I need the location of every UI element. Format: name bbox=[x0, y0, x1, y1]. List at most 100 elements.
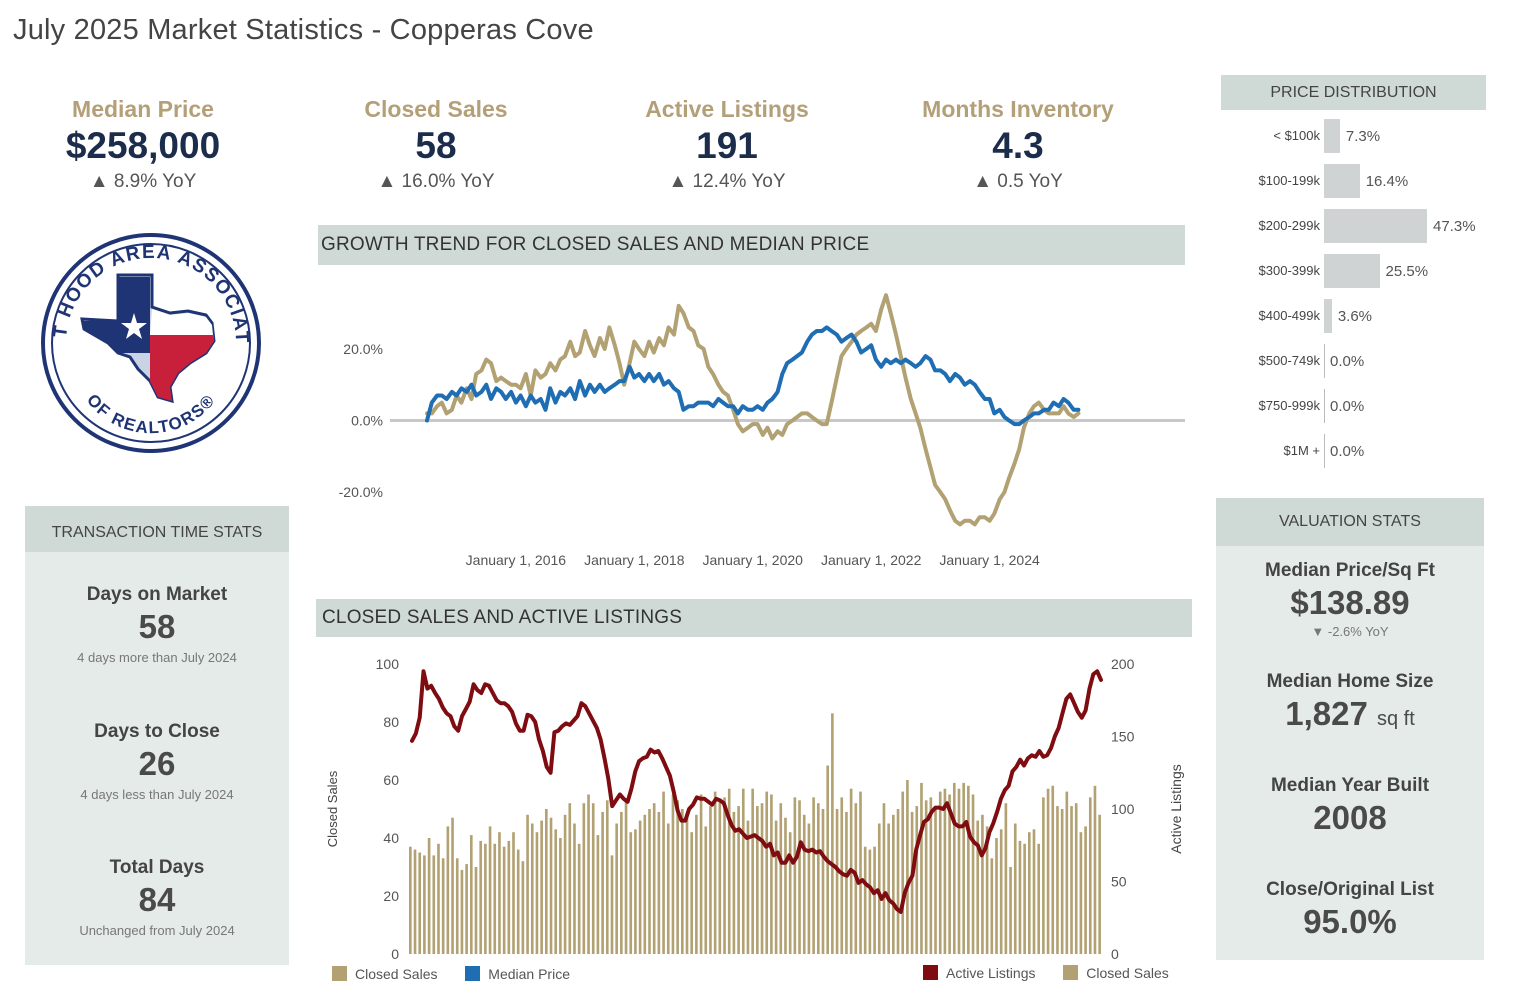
closed-sales-bar bbox=[446, 826, 450, 954]
kpi-yoy: ▲ 0.5 YoY bbox=[973, 171, 1063, 192]
price-distribution-bar bbox=[1324, 299, 1332, 333]
y2-tick-label: 200 bbox=[1111, 656, 1135, 672]
x-tick-label: January 1, 2024 bbox=[939, 552, 1040, 568]
price-distribution-row: < $100k 7.3% bbox=[1222, 119, 1492, 153]
closed-sales-bar bbox=[1093, 785, 1097, 954]
closed-sales-bar bbox=[901, 791, 905, 954]
closed-active-chart-title: CLOSED SALES AND ACTIVE LISTINGS bbox=[316, 599, 1192, 637]
closed-sales-bar bbox=[676, 800, 679, 954]
price-distribution-category: $500-749k bbox=[1258, 353, 1320, 368]
closed-sales-bar bbox=[709, 806, 712, 954]
closed-sales-bar bbox=[638, 820, 642, 954]
y2-tick-label: 50 bbox=[1111, 874, 1127, 890]
closed-sales-bar bbox=[1079, 832, 1083, 954]
closed-sales-bar bbox=[596, 835, 600, 954]
closed-sales-bar bbox=[704, 826, 708, 954]
closed-sales-bar bbox=[1009, 867, 1012, 954]
stat-label: Median Price/Sq Ft bbox=[1265, 560, 1435, 581]
price-distribution-row: $400-499k 3.6% bbox=[1222, 299, 1492, 333]
closed-sales-bar bbox=[484, 843, 487, 954]
y-axis-label: Closed Sales bbox=[325, 770, 340, 847]
kpi-label: Months Inventory bbox=[922, 96, 1114, 122]
closed-sales-bar bbox=[699, 794, 703, 954]
closed-sales-bar bbox=[545, 809, 548, 954]
closed-sales-bar bbox=[493, 843, 497, 954]
price-distribution-category: $200-299k bbox=[1258, 218, 1320, 233]
closed-sales-bar bbox=[896, 809, 900, 954]
closed-sales-bar bbox=[863, 846, 867, 954]
closed-sales-bar bbox=[798, 800, 801, 954]
kpi-label: Closed Sales bbox=[364, 96, 508, 122]
price-distribution-value: 16.4% bbox=[1365, 173, 1409, 190]
closed-sales-bar bbox=[727, 788, 731, 954]
legend-item-closed-sales: Closed Sales bbox=[332, 966, 438, 982]
closed-sales-bar bbox=[605, 800, 609, 954]
growth-trend-chart: 20.0% 0.0% -20.0% January 1, 2016 January 1,… bbox=[339, 293, 1185, 568]
stat-value: 1,827 bbox=[1285, 695, 1368, 732]
closed-sales-bar bbox=[657, 811, 661, 954]
stat-value: 58 bbox=[138, 608, 176, 645]
growth-chart-title: GROWTH TREND FOR CLOSED SALES AND MEDIAN… bbox=[318, 225, 1185, 265]
closed-sales-bar bbox=[624, 800, 628, 954]
closed-sales-bar bbox=[770, 794, 773, 954]
association-logo: FORT HOOD AREA ASSOCIATION OF REALTORS® bbox=[38, 231, 261, 453]
closed-sales-bar bbox=[962, 782, 965, 954]
kpi-yoy: ▲ 12.4% YoY bbox=[668, 171, 786, 192]
stat-days-on-market: Days on Market 58 4 days more than July … bbox=[25, 584, 289, 665]
stat-sub: Unchanged from July 2024 bbox=[79, 923, 235, 938]
price-distribution-value: 3.6% bbox=[1337, 308, 1373, 325]
stat-value: 95.0% bbox=[1303, 903, 1397, 940]
closed-sales-bar bbox=[1018, 840, 1022, 954]
y-tick-label: 100 bbox=[376, 656, 400, 672]
closed-sales-bar bbox=[802, 814, 806, 954]
stat-label: Median Year Built bbox=[1270, 775, 1430, 796]
price-distribution-value: 7.3% bbox=[1345, 128, 1381, 145]
closed-sales-bar bbox=[1046, 788, 1050, 954]
stat-days-to-close: Days to Close 26 4 days less than July 2… bbox=[25, 721, 289, 802]
closed-sales-bar bbox=[887, 823, 890, 954]
y-tick-label: 20.0% bbox=[343, 341, 383, 357]
closed-sales-bar bbox=[535, 832, 539, 954]
closed-sales-bar bbox=[723, 797, 726, 954]
closed-sales-bar bbox=[409, 846, 412, 954]
price-distribution-bar bbox=[1324, 389, 1325, 423]
closed-sales-bar bbox=[591, 803, 595, 954]
closed-sales-bar bbox=[587, 794, 590, 954]
stat-sub: 4 days more than July 2024 bbox=[77, 650, 237, 665]
stat-value: $138.89 bbox=[1290, 584, 1410, 621]
price-distribution-value: 0.0% bbox=[1330, 353, 1365, 370]
closed-sales-bar bbox=[732, 811, 736, 954]
closed-sales-bar bbox=[582, 803, 586, 954]
closed-sales-bar bbox=[882, 803, 886, 954]
stat-label: Days on Market bbox=[86, 584, 228, 605]
price-distribution-row: $1M + 0.0% bbox=[1222, 434, 1492, 468]
closed-sales-bar bbox=[774, 820, 778, 954]
closed-sales-bar bbox=[549, 817, 553, 954]
closed-sales-bar bbox=[685, 814, 689, 954]
closed-sales-bar bbox=[666, 823, 670, 954]
kpi-value: 4.3 bbox=[992, 125, 1044, 166]
x-tick-label: January 1, 2018 bbox=[584, 552, 685, 568]
closed-sales-bar bbox=[976, 820, 980, 954]
kpi-median-price: Median Price $258,000 ▲ 8.9% YoY bbox=[23, 96, 263, 193]
closed-sales-bar bbox=[713, 791, 717, 954]
closed-sales-bar bbox=[507, 840, 511, 954]
closed-sales-bar bbox=[512, 832, 515, 954]
closed-sales-bar bbox=[648, 809, 651, 954]
closed-sales-bar bbox=[741, 788, 745, 954]
closed-sales-bar bbox=[427, 838, 431, 954]
stat-value: 26 bbox=[138, 745, 176, 782]
closed-sales-bar bbox=[746, 820, 750, 954]
closed-sales-bar bbox=[652, 803, 656, 954]
closed-sales-bar bbox=[629, 832, 633, 954]
closed-sales-bar bbox=[441, 858, 445, 954]
closed-sales-bar bbox=[845, 811, 848, 954]
price-distribution-value: 25.5% bbox=[1385, 263, 1429, 280]
closed-sales-bar bbox=[924, 800, 928, 954]
closed-sales-bar bbox=[530, 823, 534, 954]
price-distribution-category: $400-499k bbox=[1258, 308, 1320, 323]
price-distribution-title: PRICE DISTRIBUTION bbox=[1221, 75, 1486, 110]
closed-sales-bar bbox=[516, 849, 520, 954]
closed-sales-bar bbox=[812, 797, 815, 954]
legend-item-closed-sales: Closed Sales bbox=[1063, 965, 1169, 981]
